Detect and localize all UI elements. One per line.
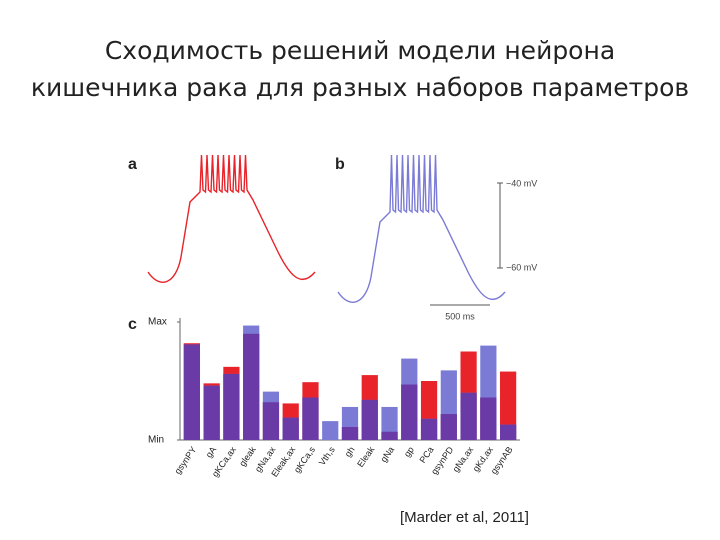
bar-overlap <box>420 418 438 440</box>
title-line: кишечника рака для разных наборов параме… <box>31 73 689 102</box>
voltage-trace <box>147 154 316 283</box>
bar-overlap <box>302 397 319 440</box>
bar-overlap <box>262 402 280 440</box>
bar-overlap <box>183 344 200 440</box>
bar-overlap <box>243 333 260 440</box>
bar-overlap <box>203 385 220 440</box>
x-tick-label: Eleak <box>355 444 376 469</box>
bar-overlap <box>401 384 418 440</box>
bar <box>322 421 339 440</box>
bar-overlap <box>500 424 517 440</box>
x-tick-label: gp <box>402 445 416 459</box>
panel-label: c <box>128 316 137 333</box>
x-tick-label: gh <box>343 445 357 459</box>
bar-overlap <box>341 427 359 440</box>
panel-label: a <box>128 156 137 173</box>
bar-overlap <box>460 392 477 440</box>
panel-label: b <box>335 156 345 173</box>
scale-label: 500 ms <box>445 311 475 321</box>
bar-overlap <box>361 399 378 440</box>
bar-overlap <box>282 417 299 440</box>
bar-overlap <box>440 414 457 440</box>
x-tick-label: Vth,s <box>317 444 337 467</box>
x-tick-label: gKCa,s <box>292 444 317 474</box>
x-tick-label: PCa <box>417 445 435 465</box>
bar-overlap <box>480 397 497 440</box>
bar-overlap <box>223 373 240 440</box>
title-line: Сходимость решений модели нейрона <box>105 36 615 65</box>
y-tick-label: Max <box>148 317 167 328</box>
citation: [Marder et al, 2011] <box>400 509 529 526</box>
bar <box>500 371 517 440</box>
x-tick-label: gA <box>204 445 219 460</box>
x-tick-label: gsynPY <box>172 445 198 476</box>
voltage-trace <box>337 154 506 303</box>
bar-overlap <box>381 431 398 440</box>
scale-bar <box>430 182 503 306</box>
scale-label: −40 mV <box>506 178 537 188</box>
x-tick-label: gNa <box>378 445 396 464</box>
y-tick-label: Min <box>148 435 164 446</box>
scale-label: −60 mV <box>506 262 537 272</box>
